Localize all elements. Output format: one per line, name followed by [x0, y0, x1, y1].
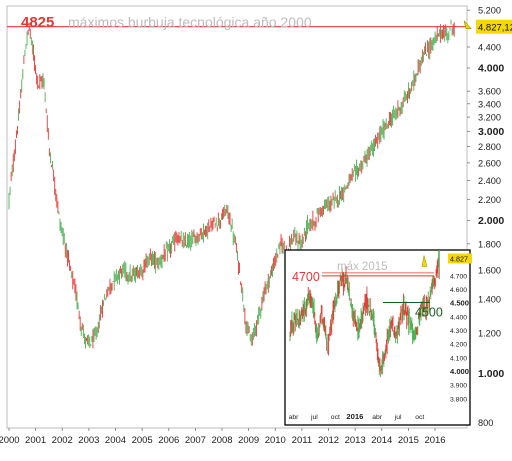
- y-tick-label: 1.200: [478, 329, 501, 339]
- annotation-text: máximos burbuja tecnológica año 2000: [68, 14, 312, 30]
- y-tick-label: 1.800: [478, 239, 501, 249]
- y-tick-label: 5.200: [478, 6, 501, 16]
- inset-candles: [289, 250, 440, 377]
- inset-y-tick-label: 4.200: [450, 342, 467, 349]
- inset-label-4500: 4500: [415, 305, 443, 319]
- x-tick-label: 2010: [265, 435, 286, 446]
- inset-price-marker-label: 4.827: [450, 255, 468, 264]
- x-tick-label: 2012: [318, 435, 339, 446]
- x-axis: 2000 2001 2002 2003 2004 2005 2006 2007 2008 2009…: [0, 428, 446, 446]
- inset-x-tick-label: oct: [331, 414, 340, 421]
- y-tick-label: 2.800: [478, 142, 501, 152]
- y-tick-label: 3.600: [478, 87, 501, 97]
- inset-y-tick-label: 4.600: [450, 287, 467, 294]
- x-tick-label: 2003: [78, 435, 99, 446]
- x-tick-label: 2015: [398, 435, 419, 446]
- x-tick-label: 2002: [52, 435, 73, 446]
- inset-y-tick-label: 3.800: [450, 396, 467, 403]
- y-tick-label: 1.400: [478, 295, 501, 305]
- inset-chart: 4.700 4.600 4.500 4.400 4.300 4.200 4.100 4.000…: [284, 249, 472, 426]
- inset-marker-arrow: [421, 255, 428, 267]
- x-tick-label: 2001: [25, 435, 46, 446]
- main-chart: 5.2004.8004.4004.0003.6003.4003.2003.000…: [0, 5, 512, 446]
- x-tick-label: 2004: [105, 435, 126, 446]
- price-marker-box: [476, 19, 512, 34]
- y-tick-label: 2.600: [478, 158, 501, 168]
- inset-x-axis: abr jul oct 2016 abr jul oct: [289, 412, 425, 421]
- inset-max-2015-label: máx 2015: [337, 261, 388, 273]
- x-tick-label: 2000: [0, 435, 20, 446]
- x-tick-label: 2014: [371, 435, 392, 446]
- price-marker: 4.827,12: [463, 19, 512, 34]
- y-tick-label: 4.000: [478, 62, 504, 74]
- inset-x-tick-label: jul: [310, 414, 318, 421]
- inset-label-4700: 4700: [292, 270, 320, 284]
- y-tick-label: 800: [478, 418, 493, 428]
- marker-arrow: [463, 20, 472, 29]
- y-tick-label: 3.000: [478, 126, 504, 138]
- inset-y-axis: 4.700 4.600 4.500 4.400 4.300 4.200 4.100 4.000…: [450, 273, 469, 403]
- y-tick-label: 2.200: [478, 195, 501, 205]
- annotation-value-label: 4825: [21, 14, 54, 31]
- x-tick-label: 2007: [185, 435, 206, 446]
- y-tick-label: 4.400: [478, 42, 501, 52]
- x-tick-label: 2005: [132, 435, 153, 446]
- inset-y-tick-label: 4.000: [450, 367, 469, 376]
- inset-y-tick-label: 3.900: [450, 383, 467, 390]
- inset-y-tick-label: 4.700: [450, 273, 467, 280]
- x-tick-label: 2008: [211, 435, 232, 446]
- x-tick-label: 2009: [238, 435, 259, 446]
- y-axis: 5.2004.8004.4004.0003.6003.4003.2003.000…: [467, 6, 504, 428]
- inset-y-tick-label: 4.300: [450, 328, 467, 335]
- y-tick-label: 2.400: [478, 176, 501, 186]
- x-tick-label: 2013: [345, 435, 366, 446]
- inset-y-tick-label: 4.100: [450, 355, 467, 362]
- x-tick-label: 2011: [292, 435, 312, 446]
- y-tick-label: 1.600: [478, 265, 501, 275]
- inset-y-tick-label: 4.500: [450, 299, 469, 308]
- y-tick-label: 3.200: [478, 113, 501, 123]
- inset-x-tick-label: oct: [415, 414, 424, 421]
- x-tick-label: 2006: [158, 435, 179, 446]
- inset-x-tick-label: jul: [394, 414, 402, 421]
- inset-x-tick-label: abr: [372, 414, 383, 421]
- y-tick-label: 2.000: [478, 215, 504, 227]
- inset-x-tick-label: abr: [289, 414, 300, 421]
- main-candles: [8, 19, 455, 349]
- inset-x-tick-label: 2016: [346, 412, 363, 421]
- y-tick-label: 1.000: [478, 368, 504, 380]
- x-tick-label: 2016: [424, 435, 445, 446]
- inset-y-tick-label: 4.400: [450, 314, 467, 321]
- y-tick-label: 3.400: [478, 99, 501, 109]
- inset-price-marker-box: [448, 253, 472, 264]
- price-marker-label: 4.827,12: [478, 23, 512, 34]
